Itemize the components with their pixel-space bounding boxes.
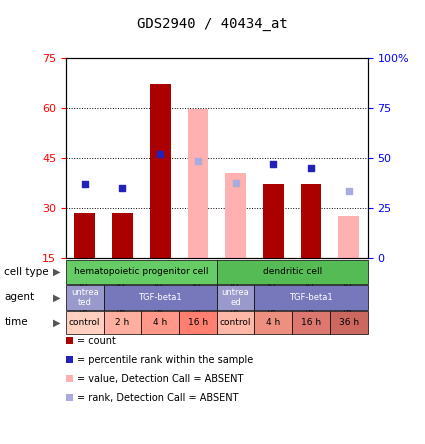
Text: TGF-beta1: TGF-beta1: [139, 293, 182, 302]
Point: [195, 158, 201, 165]
Text: 2 h: 2 h: [115, 318, 130, 327]
Text: agent: agent: [4, 293, 34, 302]
Text: 36 h: 36 h: [339, 318, 359, 327]
Text: cell type: cell type: [4, 267, 49, 277]
Text: 4 h: 4 h: [153, 318, 167, 327]
Text: GDS2940 / 40434_at: GDS2940 / 40434_at: [137, 17, 288, 32]
Bar: [74, 213, 95, 258]
Point: [308, 164, 314, 171]
Text: untrea
ted: untrea ted: [71, 288, 99, 307]
Text: untrea
ed: untrea ed: [222, 288, 249, 307]
Text: time: time: [4, 317, 28, 327]
Bar: [338, 216, 359, 258]
Text: dendritic cell: dendritic cell: [263, 267, 322, 276]
Text: 16 h: 16 h: [301, 318, 321, 327]
Text: = value, Detection Call = ABSENT: = value, Detection Call = ABSENT: [77, 374, 243, 384]
Text: 4 h: 4 h: [266, 318, 280, 327]
Text: control: control: [69, 318, 100, 327]
Point: [81, 181, 88, 188]
Bar: [300, 184, 321, 258]
Bar: [150, 84, 170, 258]
Bar: [263, 184, 284, 258]
Point: [119, 184, 126, 191]
Bar: [112, 213, 133, 258]
Point: [157, 151, 164, 158]
Bar: [225, 173, 246, 258]
Text: ▶: ▶: [53, 293, 61, 302]
Text: = percentile rank within the sample: = percentile rank within the sample: [77, 355, 253, 365]
Bar: [187, 109, 208, 258]
Text: = count: = count: [77, 336, 116, 345]
Text: 16 h: 16 h: [188, 318, 208, 327]
Point: [232, 179, 239, 186]
Point: [346, 187, 352, 194]
Text: ▶: ▶: [53, 267, 61, 277]
Point: [270, 161, 277, 168]
Text: control: control: [220, 318, 251, 327]
Text: ▶: ▶: [53, 317, 61, 327]
Text: = rank, Detection Call = ABSENT: = rank, Detection Call = ABSENT: [77, 393, 238, 403]
Text: hematopoietic progenitor cell: hematopoietic progenitor cell: [74, 267, 209, 276]
Text: TGF-beta1: TGF-beta1: [289, 293, 333, 302]
